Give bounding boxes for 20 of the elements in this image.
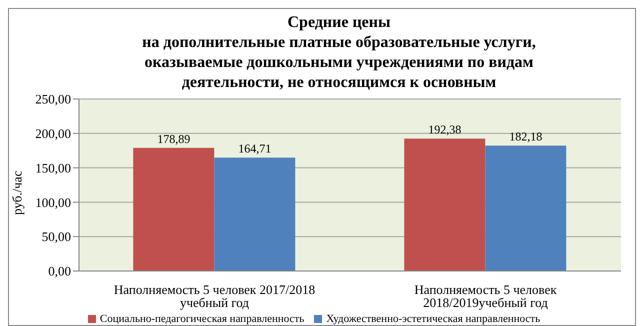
x-tick-label: Наполняемость 5 человек 2017/2018 учебный год <box>114 282 316 310</box>
y-tick-label: 100,00 <box>35 194 71 210</box>
y-tick-label: 50,00 <box>42 229 71 244</box>
y-axis-title: руб./час <box>10 170 25 215</box>
bar <box>133 148 214 271</box>
legend-label: Художественно-эстетическая направленность <box>326 313 540 325</box>
data-label: 182,18 <box>509 130 542 144</box>
data-label: 178,89 <box>157 132 190 146</box>
legend-label: Социально-педагогическая направленность <box>100 313 304 325</box>
data-label: 192,38 <box>428 122 462 137</box>
y-tick-label: 200,00 <box>35 126 71 142</box>
y-tick-label: 0,00 <box>48 264 71 279</box>
data-label: 164,71 <box>238 142 272 156</box>
bar <box>404 138 486 271</box>
y-tick-label: 250,00 <box>35 92 71 107</box>
bar <box>485 146 566 271</box>
y-tick-label: 150,00 <box>35 160 71 176</box>
chart-title: Средние цены на дополнительные платные образовательные услуги, оказываемые дошкольными учреждениями по видам деятельности, не относящимся к основным <box>141 13 537 93</box>
bar <box>214 158 296 271</box>
x-tick-label: Наполняемость 5 человек 2018/2019учебный год <box>414 282 558 310</box>
